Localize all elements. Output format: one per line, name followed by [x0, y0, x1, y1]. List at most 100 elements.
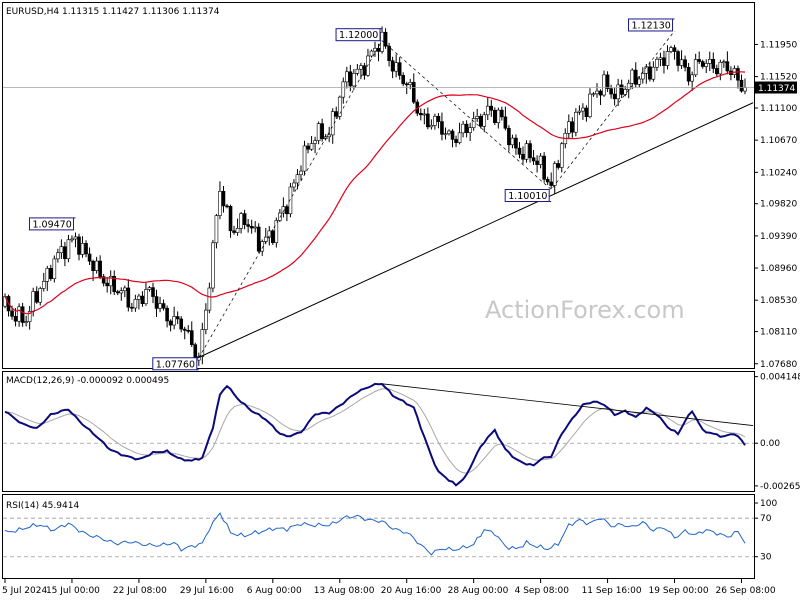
candle-body — [552, 163, 557, 186]
annotation-box — [504, 189, 550, 203]
candle-body — [369, 50, 374, 57]
candle-body — [514, 137, 518, 149]
candle-body — [45, 268, 50, 282]
candle-body — [204, 309, 208, 330]
candle-body — [144, 289, 148, 305]
annotation-label: 1.09470 — [32, 219, 71, 230]
price-axis-label: 1.09390 — [760, 232, 797, 242]
candle-body — [686, 67, 691, 82]
candle-body — [306, 145, 310, 150]
candle-body — [112, 276, 117, 292]
candle-body — [207, 287, 212, 311]
candle-body — [581, 107, 585, 112]
candle-body — [186, 330, 191, 332]
candle-body — [158, 303, 162, 309]
rsi-panel-title: RSI(14) 45.9414 — [6, 501, 79, 511]
time-axis-label: 22 Jul 08:00 — [113, 586, 167, 596]
candle-body — [337, 96, 342, 117]
price-axis-label: 1.11520 — [760, 73, 797, 83]
annotation-label: 1.10010 — [508, 191, 547, 202]
candle-body — [570, 121, 575, 133]
candle-body — [101, 276, 106, 284]
candle-body — [549, 181, 553, 186]
candle-body — [690, 74, 694, 82]
candle-body — [697, 59, 701, 62]
candle-body — [151, 287, 155, 297]
candle-body — [13, 316, 18, 322]
time-axis-label: 4 Sep 08:00 — [515, 586, 570, 596]
candle-body — [355, 68, 360, 74]
candle-body — [288, 186, 293, 215]
candle-body — [341, 81, 346, 98]
candle-body — [443, 133, 448, 136]
annotation-box — [335, 28, 381, 42]
candle-body — [535, 160, 539, 165]
macd-axis-label: -0.002656 — [760, 482, 800, 492]
candle-body — [256, 226, 261, 252]
time-axis-label: 19 Sep 00:00 — [649, 586, 709, 596]
candle-body — [641, 73, 645, 80]
candle-body — [489, 105, 494, 111]
candle-body — [38, 288, 43, 303]
candle-body — [119, 290, 124, 294]
candle-body — [715, 68, 719, 75]
candle-body — [41, 281, 46, 289]
candle-body — [91, 260, 95, 271]
candle-body — [676, 51, 680, 66]
candle-body — [115, 291, 120, 294]
candle-body — [295, 174, 300, 184]
candle-body — [623, 89, 627, 95]
candle-body — [739, 79, 744, 92]
candle-body — [612, 93, 617, 100]
candle-body — [263, 236, 268, 242]
candle-body — [345, 71, 349, 83]
candle-body — [253, 226, 257, 229]
candle-body — [140, 295, 145, 305]
candle-body — [225, 205, 229, 208]
candle-body — [87, 253, 92, 262]
price-axis-label: 1.10240 — [760, 168, 797, 178]
candle-body — [123, 287, 127, 291]
annotation-box — [152, 357, 198, 371]
candle-body — [352, 72, 356, 87]
candle-body — [496, 109, 501, 124]
candle-body — [672, 47, 677, 52]
candle-body — [419, 112, 423, 116]
candle-body — [485, 105, 490, 116]
candle-body — [105, 282, 109, 287]
candle-body — [98, 260, 102, 277]
candle-body — [602, 74, 606, 96]
candle-body — [461, 123, 465, 134]
macd-panel-title: MACD(12,26,9) -0.000092 0.000495 — [6, 376, 169, 386]
rsi-axis-label: 70 — [760, 514, 772, 524]
candle-body — [718, 61, 723, 75]
candle-body — [316, 123, 321, 141]
candle-body — [722, 61, 726, 63]
candle-body — [736, 68, 740, 81]
candle-body — [274, 220, 279, 243]
candle-body — [521, 153, 525, 160]
candle-body — [327, 134, 331, 138]
candle-body — [383, 31, 388, 47]
time-axis-label: 11 Sep 16:00 — [582, 586, 642, 596]
price-tag — [755, 81, 797, 94]
annotation-label: 1.12130 — [632, 20, 671, 31]
candle-body — [538, 155, 543, 165]
time-axis-label: 26 Sep 08:00 — [715, 586, 775, 596]
annotation-box — [28, 217, 74, 231]
candle-body — [52, 258, 57, 280]
candle-body — [658, 57, 663, 60]
time-axis-label: 29 Jul 16:00 — [180, 586, 234, 596]
candle-body — [493, 109, 497, 124]
candle-body — [440, 121, 444, 135]
candle-body — [401, 75, 405, 85]
candle-body — [24, 321, 28, 323]
price-axis-label: 1.09820 — [760, 200, 797, 210]
candle-body — [20, 306, 25, 323]
candle-body — [648, 66, 652, 80]
candle-body — [464, 123, 469, 133]
candle-body — [500, 109, 504, 118]
candle-body — [411, 82, 416, 103]
candle-body — [426, 113, 430, 128]
candle-body — [56, 252, 60, 260]
